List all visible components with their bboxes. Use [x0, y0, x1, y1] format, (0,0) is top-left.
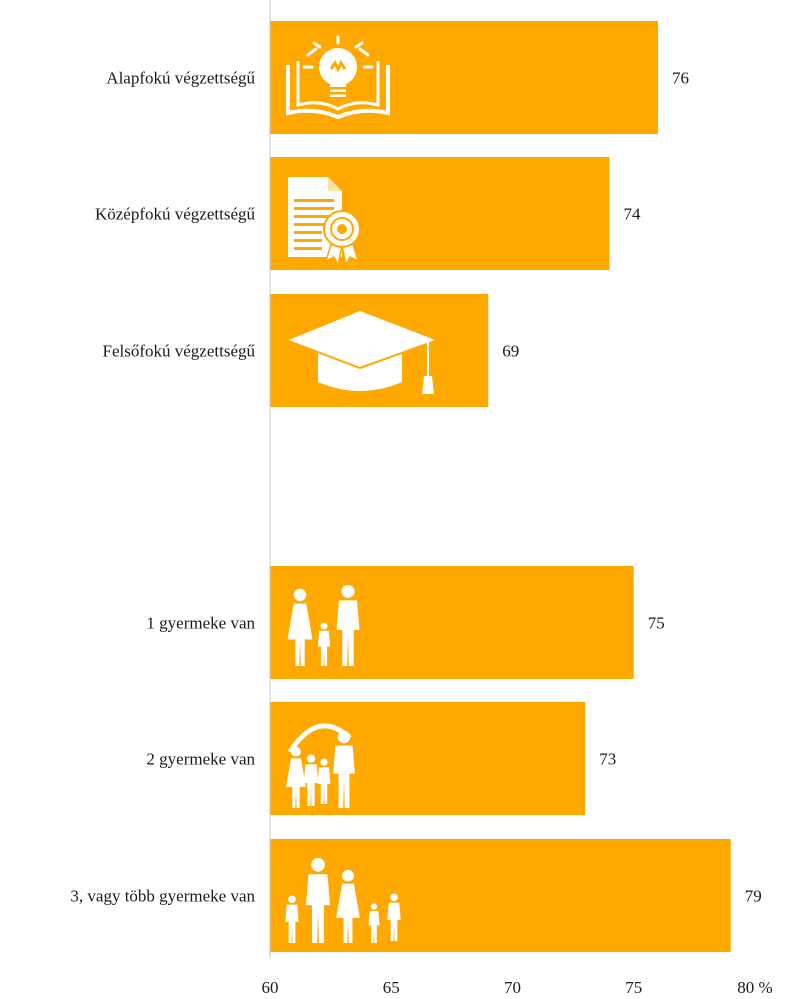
- bars-layer: [270, 21, 731, 952]
- x-tick-label: 65: [383, 978, 400, 997]
- icons-layer: [283, 35, 441, 943]
- family-two-children-icon: [286, 723, 355, 808]
- value-label: 69: [502, 342, 519, 361]
- value-label: 79: [745, 887, 762, 906]
- lightbulb-book-icon: [286, 35, 390, 120]
- category-label: Alapfokú végzettségű: [106, 69, 255, 88]
- category-label: Középfokú végzettségű: [95, 205, 256, 224]
- x-tick-label: 70: [504, 978, 521, 997]
- value-label: 76: [672, 69, 689, 88]
- category-label: 3, vagy több gyermeke van: [70, 887, 255, 906]
- bar-4: [270, 566, 634, 679]
- family-one-child-icon: [287, 584, 360, 666]
- x-tick-label: 75: [625, 978, 642, 997]
- family-three-children-icon: [285, 857, 401, 943]
- category-label: Felsőfokú végzettségű: [103, 342, 256, 361]
- x-axis-ticks: 60 65 70 75 80 %: [262, 978, 773, 997]
- certificate-document-icon: [288, 177, 361, 268]
- x-tick-label: 80 %: [737, 978, 772, 997]
- value-label: 74: [624, 205, 642, 224]
- graduation-cap-icon: [283, 308, 441, 394]
- value-label: 73: [599, 750, 616, 769]
- category-label: 2 gyermeke van: [146, 750, 255, 769]
- category-label: 1 gyermeke van: [146, 614, 255, 633]
- labels-layer: Alapfokú végzettségű 76 Középfokú végzetts…: [70, 69, 761, 906]
- bar-6: [270, 839, 731, 952]
- x-tick-label: 60: [262, 978, 279, 997]
- value-label: 75: [648, 614, 665, 633]
- bar-5: [270, 702, 586, 815]
